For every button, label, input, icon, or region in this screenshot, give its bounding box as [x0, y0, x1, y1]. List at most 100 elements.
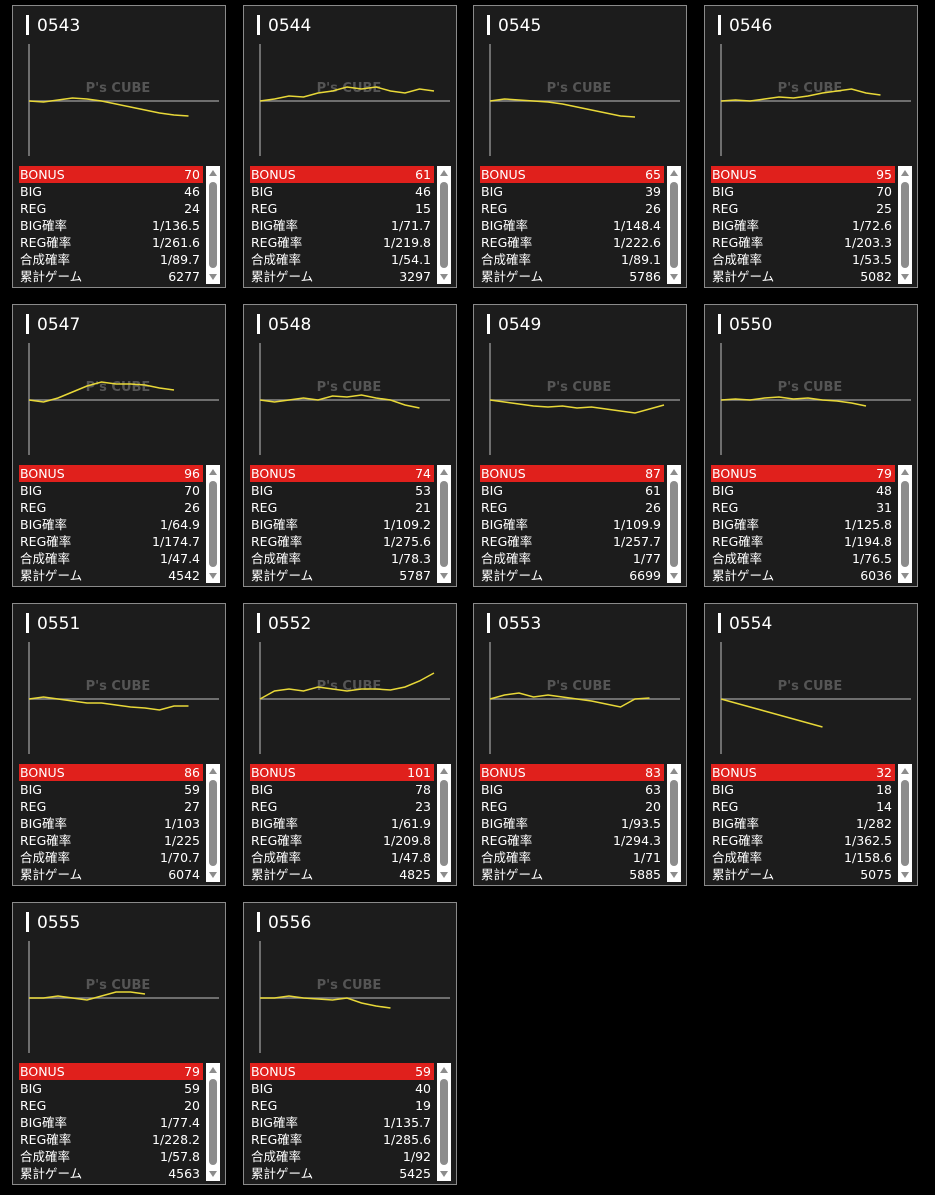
watermark: P's CUBE	[86, 380, 151, 395]
machine-card: 0556 P's CUBE BONUS 59 BIG 40 REG 19 BIG確率 1/135.…	[243, 902, 457, 1185]
stat-label: 合成確率	[251, 551, 302, 566]
stat-label: REG確率	[251, 833, 303, 848]
title-bar	[26, 314, 29, 334]
machine-card: 0546 P's CUBE BONUS 95 BIG 70 REG 25 BIG確率 1/72.6…	[704, 5, 918, 288]
stat-row: REG 19	[250, 1097, 434, 1114]
stat-row: 累計ゲーム 5786	[480, 268, 664, 285]
stat-label: BIG	[251, 1081, 273, 1096]
stat-value: 63	[645, 782, 661, 797]
graph: P's CUBE	[720, 343, 911, 455]
stat-value: 53	[415, 483, 431, 498]
stat-row: REG 21	[250, 499, 434, 516]
scroll-down	[670, 274, 678, 280]
stat-value: 1/125.8	[844, 517, 892, 532]
stat-value: 86	[184, 765, 200, 780]
graph: P's CUBE	[489, 343, 680, 455]
stat-row: 累計ゲーム 5082	[711, 268, 895, 285]
stat-row: BIG 40	[250, 1080, 434, 1097]
stat-value: 1/89.7	[160, 252, 200, 267]
scroll-thumb	[209, 1079, 217, 1165]
stat-value: 1/194.8	[844, 534, 892, 549]
machine-number: 0547	[37, 315, 81, 335]
stat-row: BIG確率 1/135.7	[250, 1114, 434, 1131]
scroll-thumb	[440, 780, 448, 866]
stat-row: 合成確率 1/92	[250, 1148, 434, 1165]
stat-label: REG確率	[251, 235, 303, 250]
stat-value: 1/89.1	[621, 252, 661, 267]
stat-row: BIG 46	[19, 183, 203, 200]
stat-label: BIG確率	[481, 517, 528, 532]
stat-label: REG	[481, 500, 508, 515]
stat-label: BIG確率	[20, 816, 67, 831]
title-bar	[487, 613, 490, 633]
stat-value: 1/109.2	[383, 517, 431, 532]
stat-label: BIG	[712, 782, 734, 797]
stat-row: 合成確率 1/158.6	[711, 849, 895, 866]
stat-label: REG確率	[481, 235, 533, 250]
stat-value: 1/70.7	[160, 850, 200, 865]
graph-line	[28, 381, 175, 403]
stat-value: 1/174.7	[152, 534, 200, 549]
scrollbar	[667, 166, 681, 284]
stat-row: REG 23	[250, 798, 434, 815]
stat-value: 83	[645, 765, 661, 780]
stat-value: 59	[184, 782, 200, 797]
scrollbar	[437, 1063, 451, 1181]
stat-value: 1/92	[402, 1149, 431, 1164]
stat-row: 累計ゲーム 3297	[250, 268, 434, 285]
title-bar	[718, 314, 721, 334]
graph-line	[720, 88, 881, 102]
stat-row: BIG確率 1/109.9	[480, 516, 664, 533]
scroll-up	[440, 768, 448, 774]
scroll-down	[901, 274, 909, 280]
stat-value: 6277	[168, 269, 200, 284]
stat-value: 1/257.7	[613, 534, 661, 549]
scroll-thumb	[670, 182, 678, 268]
stat-value: 40	[415, 1081, 431, 1096]
stat-row: REG確率 1/294.3	[480, 832, 664, 849]
title-bar	[26, 613, 29, 633]
stat-row: REG確率 1/222.6	[480, 234, 664, 251]
stat-value: 19	[415, 1098, 431, 1113]
stat-label: REG	[712, 799, 739, 814]
stat-label: 合成確率	[251, 252, 302, 267]
stat-row: REG確率 1/257.7	[480, 533, 664, 550]
stat-value: 5787	[399, 568, 431, 583]
graph: P's CUBE	[28, 343, 219, 455]
bonus-row: BONUS 59	[250, 1063, 434, 1080]
scroll-up	[209, 768, 217, 774]
stat-value: 79	[184, 1064, 200, 1079]
graph: P's CUBE	[259, 343, 450, 455]
stat-row: 累計ゲーム 6036	[711, 567, 895, 584]
watermark: P's CUBE	[317, 81, 382, 96]
machine-number: 0556	[268, 913, 312, 933]
scrollbar	[437, 166, 451, 284]
scroll-up	[440, 469, 448, 475]
stat-label: 合成確率	[20, 1149, 71, 1164]
stat-label: 合成確率	[712, 551, 763, 566]
scroll-up	[901, 170, 909, 176]
stat-value: 1/148.4	[613, 218, 661, 233]
stat-label: REG確率	[712, 833, 764, 848]
stat-value: 1/47.8	[391, 850, 431, 865]
stat-value: 1/64.9	[160, 517, 200, 532]
scroll-up	[670, 170, 678, 176]
stat-label: REG	[20, 201, 47, 216]
stat-label: 合成確率	[712, 850, 763, 865]
stat-row: REG確率 1/174.7	[19, 533, 203, 550]
stat-label: BONUS	[481, 466, 526, 481]
watermark: P's CUBE	[86, 978, 151, 993]
stat-row: BIG 61	[480, 482, 664, 499]
scroll-down	[209, 1171, 217, 1177]
stat-row: 合成確率 1/57.8	[19, 1148, 203, 1165]
scroll-up	[440, 170, 448, 176]
title-bar	[257, 314, 260, 334]
scroll-arrows	[209, 768, 217, 878]
stat-value: 1/61.9	[391, 816, 431, 831]
title-bar	[718, 15, 721, 35]
stat-value: 14	[876, 799, 892, 814]
stat-label: BONUS	[712, 466, 757, 481]
stat-row: BIG 59	[19, 781, 203, 798]
stat-label: BIG	[20, 184, 42, 199]
bonus-row: BONUS 74	[250, 465, 434, 482]
